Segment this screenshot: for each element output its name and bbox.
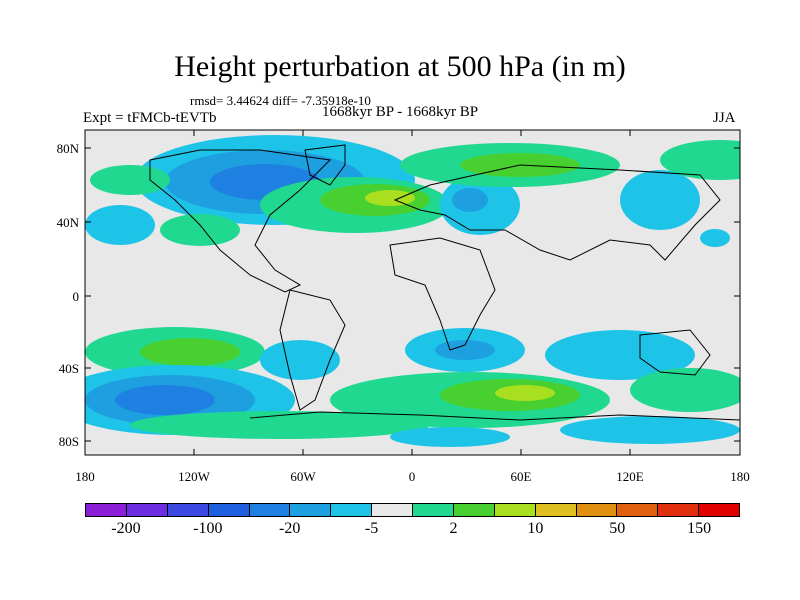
- colorbar-cell: [86, 504, 127, 516]
- colorbar-cell: [290, 504, 332, 516]
- colorbar-cell: [617, 504, 659, 516]
- colorbar: [85, 503, 740, 517]
- colorbar-label: -100: [193, 520, 223, 537]
- colorbar-label: -5: [364, 520, 379, 537]
- lon-tick-label: 60W: [290, 469, 316, 484]
- stats-text: rmsd= 3.44624 diff= -7.35918e-10: [190, 93, 371, 108]
- colorbar-cell: [372, 504, 413, 516]
- colorbar-label: -20: [279, 520, 301, 537]
- lat-tick-label: 0: [73, 289, 80, 304]
- colorbar-cell: [208, 504, 250, 516]
- colorbar-label: 10: [527, 520, 544, 537]
- lon-tick-label: 120W: [178, 469, 211, 484]
- colorbar-cell: [658, 504, 700, 516]
- colorbar-cell: [494, 504, 536, 516]
- colorbar-label: 150: [687, 520, 712, 537]
- colorbar-label: 2: [449, 520, 458, 537]
- colorbar-cell: [413, 504, 454, 516]
- longitude-ticks: 180 120W 60W 0 60E 120E 180: [75, 130, 750, 484]
- colorbar-cell: [576, 504, 618, 516]
- colorbar-cell: [453, 504, 495, 516]
- lat-tick-label: 40S: [59, 361, 79, 376]
- latitude-ticks: 80N 40N 0 40S 80S: [57, 141, 740, 449]
- period-label: 1668kyr BP - 1668kyr BP: [322, 104, 479, 120]
- colorbar-label: 50: [609, 520, 626, 537]
- colorbar-cell: [331, 504, 373, 516]
- colorbar-cell: [126, 504, 168, 516]
- experiment-label: Expt = tFMCb-tEVTb: [83, 110, 217, 126]
- coastlines: [149, 144, 740, 421]
- season-label: JJA: [713, 110, 736, 126]
- lat-tick-label: 80N: [57, 141, 80, 156]
- colorbar-cell: [535, 504, 577, 516]
- lat-tick-label: 80S: [59, 434, 79, 449]
- lon-tick-label: 180: [75, 469, 95, 484]
- lon-tick-label: 120E: [616, 469, 644, 484]
- colorbar-cell: [699, 504, 739, 516]
- colorbar-label: -200: [111, 520, 141, 537]
- lon-tick-label: 180: [730, 469, 750, 484]
- colorbar-cell: [249, 504, 291, 516]
- lon-tick-label: 0: [409, 469, 416, 484]
- colorbar-cell: [167, 504, 209, 516]
- lat-tick-label: 40N: [57, 215, 80, 230]
- lon-tick-label: 60E: [511, 469, 532, 484]
- map-title: Height perturbation at 500 hPa (in m): [174, 50, 626, 83]
